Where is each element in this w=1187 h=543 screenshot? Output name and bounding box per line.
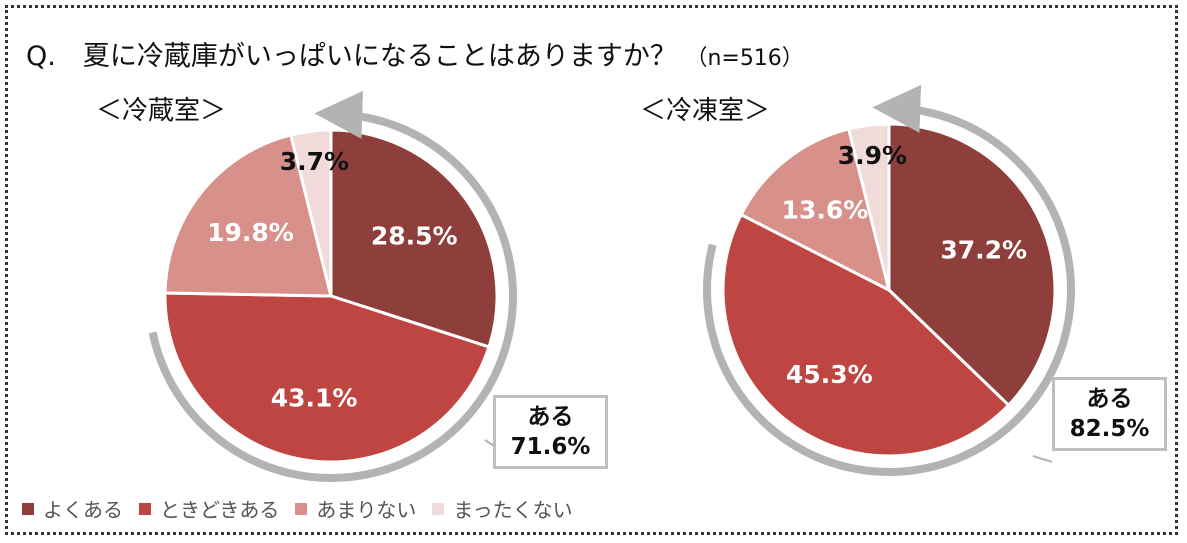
freezer-aru-callout: ある 82.5% bbox=[1052, 377, 1167, 451]
legend-swatch bbox=[295, 502, 308, 515]
freezer-label-0: 37.2% bbox=[940, 236, 1027, 265]
freezer-chart-title: ＜冷凍室＞ bbox=[640, 96, 771, 126]
freezer-label-1: 45.3% bbox=[786, 360, 873, 389]
legend-item-yokuaru: よくある bbox=[22, 494, 123, 523]
freezer-slice-0 bbox=[887, 122, 1057, 408]
fridge-label-3: 3.7% bbox=[280, 147, 349, 176]
freezer-slice-2 bbox=[739, 127, 892, 293]
fridge-slice-1 bbox=[163, 291, 491, 464]
legend-swatch bbox=[139, 502, 151, 515]
question-text: Q. 夏に冷蔵庫がいっぱいになることはありますか？ bbox=[26, 41, 677, 72]
fridge-aru-label: ある bbox=[527, 404, 574, 430]
legend-swatch bbox=[22, 502, 34, 515]
fridge-chart-title: ＜冷蔵室＞ bbox=[96, 96, 227, 126]
legend-item-amarinai: あまりない bbox=[295, 494, 416, 523]
freezer-callout-leader bbox=[1032, 455, 1053, 463]
legend-swatch bbox=[432, 502, 445, 515]
freezer-aru-label: ある bbox=[1086, 386, 1133, 412]
fridge-label-0: 28.5% bbox=[371, 221, 458, 250]
fridge-slice-2 bbox=[163, 133, 333, 298]
legend-label: よくある bbox=[43, 498, 123, 522]
legend-item-mattakunai: まったくない bbox=[432, 494, 573, 523]
fridge-label-2: 19.8% bbox=[207, 218, 294, 247]
freezer-label-2: 13.6% bbox=[782, 195, 869, 224]
legend-label: ときどきある bbox=[160, 498, 280, 522]
freezer-label-3: 3.9% bbox=[838, 141, 907, 170]
legend: よくある ときどきある あまりない まったくない bbox=[22, 494, 589, 523]
freezer-aru-arc-arrow bbox=[703, 84, 1075, 476]
sample-size: （n=516） bbox=[685, 46, 804, 71]
fridge-label-1: 43.1% bbox=[271, 384, 358, 413]
fridge-aru-arc-arrow bbox=[148, 90, 517, 482]
legend-item-tokidoki: ときどきある bbox=[139, 494, 279, 523]
fridge-aru-value: 71.6% bbox=[510, 434, 591, 460]
question-title: Q. 夏に冷蔵庫がいっぱいになることはありますか？ （n=516） bbox=[26, 34, 804, 73]
fridge-slice-0 bbox=[329, 128, 499, 349]
fridge-aru-callout: ある 71.6% bbox=[493, 395, 608, 469]
chart-frame bbox=[5, 5, 1178, 535]
freezer-aru-value: 82.5% bbox=[1069, 416, 1150, 442]
legend-label: まったくない bbox=[453, 498, 573, 522]
legend-label: あまりない bbox=[316, 498, 417, 522]
freezer-slice-1 bbox=[721, 212, 1011, 458]
